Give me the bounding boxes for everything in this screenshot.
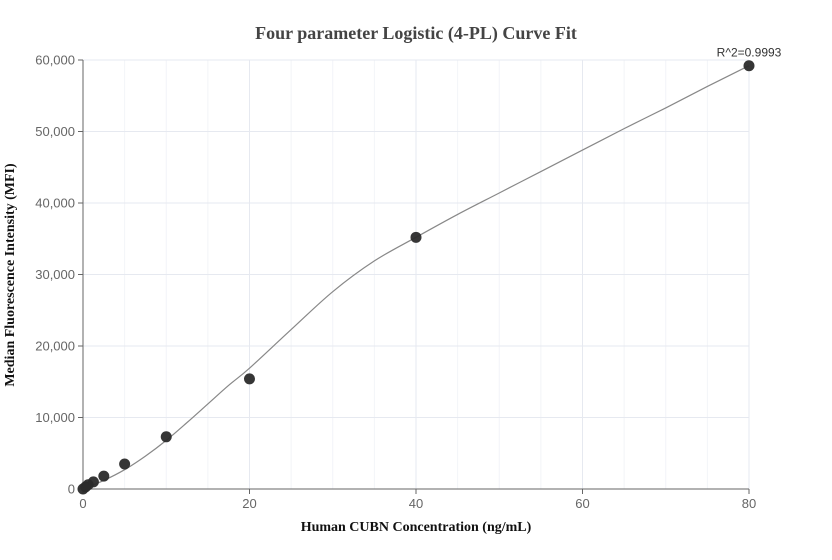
x-axis-ticks: 0 20 40 60 80: [79, 489, 756, 511]
y-tick-label: 10,000: [35, 410, 75, 425]
x-tick-label: 0: [79, 496, 86, 511]
data-point[interactable]: [160, 431, 172, 443]
chart-title: Four parameter Logistic (4-PL) Curve Fit: [255, 23, 577, 44]
x-axis-title: Human CUBN Concentration (ng/mL): [301, 520, 532, 535]
x-tick-label: 60: [575, 496, 589, 511]
data-point[interactable]: [410, 231, 422, 243]
data-point[interactable]: [743, 60, 755, 72]
data-point[interactable]: [98, 470, 110, 482]
data-point[interactable]: [87, 476, 99, 488]
x-tick-label: 20: [242, 496, 256, 511]
x-tick-label: 80: [742, 496, 756, 511]
y-tick-label: 40,000: [35, 196, 75, 211]
r-squared-annotation: R^2=0.9993: [717, 46, 782, 60]
y-tick-label: 20,000: [35, 339, 75, 354]
data-points: [77, 60, 755, 495]
y-tick-label: 60,000: [35, 53, 75, 68]
x-tick-label: 40: [409, 496, 423, 511]
y-tick-label: 50,000: [35, 124, 75, 139]
y-axis-ticks: 0 10,000 20,000 30,000 40,000 50,000 60,000: [35, 53, 83, 497]
major-gridlines: [83, 59, 750, 489]
y-tick-label: 0: [68, 482, 75, 497]
y-axis-title: Median Fluorescence Intensity (MFI): [3, 163, 18, 387]
data-point[interactable]: [244, 373, 255, 385]
y-tick-label: 30,000: [35, 267, 75, 282]
fit-curve-line: [82, 65, 750, 490]
data-point[interactable]: [119, 458, 131, 470]
